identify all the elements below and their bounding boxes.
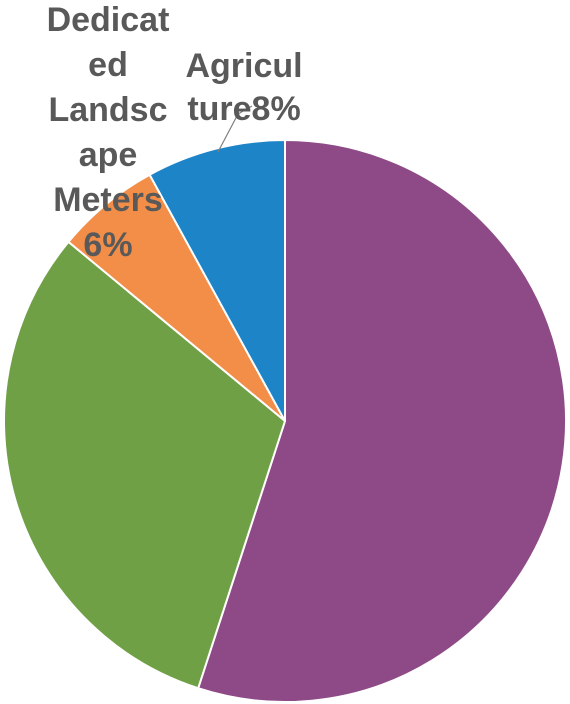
data-label-line: ture8% bbox=[187, 90, 300, 128]
pie-slice-slice-1 bbox=[196, 138, 567, 703]
data-labels: Dedicat ed Landsc ape Meters 6% Agricul ture8% bbox=[47, 1, 303, 264]
data-label-line: Agricul bbox=[185, 47, 302, 85]
pie-slice-slice-2 bbox=[3, 240, 287, 690]
data-label-line: Meters bbox=[53, 181, 163, 219]
leader-line-agriculture bbox=[217, 105, 253, 153]
data-label-line: 6% bbox=[83, 226, 132, 264]
pie-slices bbox=[3, 138, 567, 703]
pie-slice-agriculture bbox=[148, 138, 286, 422]
data-label-agriculture: Agricul ture8% bbox=[185, 47, 302, 128]
data-label-line: Dedicat bbox=[47, 1, 170, 39]
data-label-dedicated-landscape-meters: Dedicat ed Landsc ape Meters 6% bbox=[47, 1, 170, 264]
data-label-line: Landsc bbox=[48, 91, 167, 129]
data-label-line: ed bbox=[88, 46, 128, 84]
data-label-line: ape bbox=[79, 136, 138, 174]
